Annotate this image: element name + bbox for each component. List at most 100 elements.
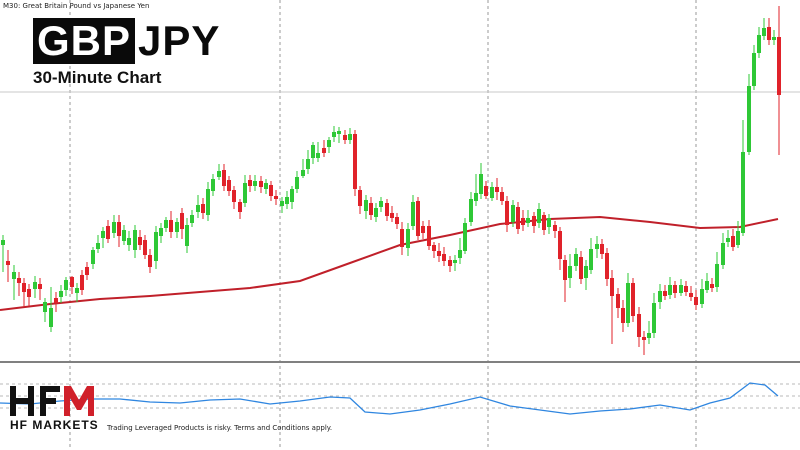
candle-body (684, 286, 688, 292)
bearish-candle (259, 176, 263, 193)
candle-body (169, 220, 173, 232)
candle-body (301, 170, 305, 176)
bullish-candle (411, 195, 415, 230)
bullish-candle (668, 277, 672, 299)
candle-body (484, 186, 488, 196)
candle-body (741, 152, 745, 233)
candle-body (448, 260, 452, 266)
candle-body (143, 240, 147, 255)
candle-body (54, 298, 58, 303)
candle-body (274, 196, 278, 199)
bearish-candle (442, 247, 446, 266)
candle-body (343, 135, 347, 140)
bearish-candle (553, 221, 557, 238)
candle-body (715, 264, 719, 287)
pair-base-highlight: GBP (33, 18, 136, 64)
bullish-candle (574, 248, 578, 271)
candle-body (463, 223, 467, 251)
candle-body (579, 257, 583, 279)
bearish-candle (637, 307, 641, 347)
bearish-candle (322, 140, 326, 157)
bearish-candle (201, 198, 205, 219)
bullish-candle (253, 175, 257, 191)
candle-body (558, 231, 562, 259)
candle-body (6, 261, 10, 265)
candle-body (584, 266, 588, 278)
candle-body (211, 179, 215, 191)
bearish-candle (143, 235, 147, 259)
bullish-candle (511, 200, 515, 227)
candle-body (453, 260, 457, 263)
candle-body (479, 174, 483, 194)
candle-body (243, 183, 247, 203)
bullish-candle (290, 186, 294, 209)
bullish-candle (490, 182, 494, 201)
bullish-candle (311, 142, 315, 164)
bullish-candle (127, 231, 131, 251)
bearish-candle (694, 290, 698, 310)
bearish-candle (395, 213, 399, 229)
bearish-candle (138, 230, 142, 250)
bearish-candle (358, 186, 362, 214)
bullish-candle (715, 252, 719, 292)
bullish-candle (122, 225, 126, 245)
candle-body (689, 293, 693, 297)
bullish-candle (185, 218, 189, 253)
bearish-candle (484, 181, 488, 199)
bearish-candle (563, 255, 567, 302)
bearish-candle (222, 164, 226, 191)
bullish-candle (12, 265, 16, 300)
bullish-candle (33, 276, 37, 298)
candle-body (694, 297, 698, 305)
candle-body (175, 222, 179, 232)
bearish-candle (269, 181, 273, 201)
bullish-candle (206, 182, 210, 221)
bearish-candle (27, 284, 31, 306)
bullish-candle (595, 236, 599, 258)
bullish-candle (154, 226, 158, 269)
bearish-candle (605, 248, 609, 286)
candle-body (159, 228, 163, 236)
hfm-logo-icon (10, 386, 94, 416)
candle-body (400, 229, 404, 247)
bearish-candle (106, 220, 110, 243)
candle-body (767, 27, 771, 40)
candle-body (295, 177, 299, 189)
bearish-candle (85, 262, 89, 280)
candle-body (721, 243, 725, 265)
bearish-candle (521, 210, 525, 231)
candle-body (647, 333, 651, 338)
candle-body (610, 278, 614, 296)
candle-body (757, 35, 761, 53)
bearish-candle (579, 251, 583, 284)
candle-body (311, 145, 315, 158)
bullish-candle (164, 217, 168, 232)
candle-body (133, 230, 137, 250)
chart-subtitle: 30-Minute Chart (33, 68, 162, 87)
bearish-candle (227, 176, 231, 196)
bullish-candle (1, 235, 5, 272)
bullish-candle (316, 142, 320, 162)
timeframe-caption: M30: Great Britain Pound vs Japanese Yen (3, 2, 150, 10)
bullish-candle (726, 230, 730, 247)
bullish-candle (91, 247, 95, 269)
candle-body (432, 245, 436, 251)
candle-body (521, 218, 525, 225)
bullish-candle (458, 238, 462, 264)
candle-body (232, 190, 236, 202)
bullish-candle (568, 254, 572, 288)
bullish-candle (264, 179, 268, 194)
candle-body (500, 192, 504, 201)
bullish-candle (584, 260, 588, 290)
candle-body (563, 260, 567, 280)
bearish-candle (54, 292, 58, 312)
candle-body (148, 255, 152, 267)
candle-body (253, 181, 257, 186)
bearish-candle (400, 222, 404, 255)
bearish-candle (731, 229, 735, 251)
candle-body (663, 291, 667, 296)
bearish-candle (777, 6, 781, 155)
bullish-candle (479, 163, 483, 199)
candle-body (290, 189, 294, 202)
candle-body (474, 193, 478, 201)
